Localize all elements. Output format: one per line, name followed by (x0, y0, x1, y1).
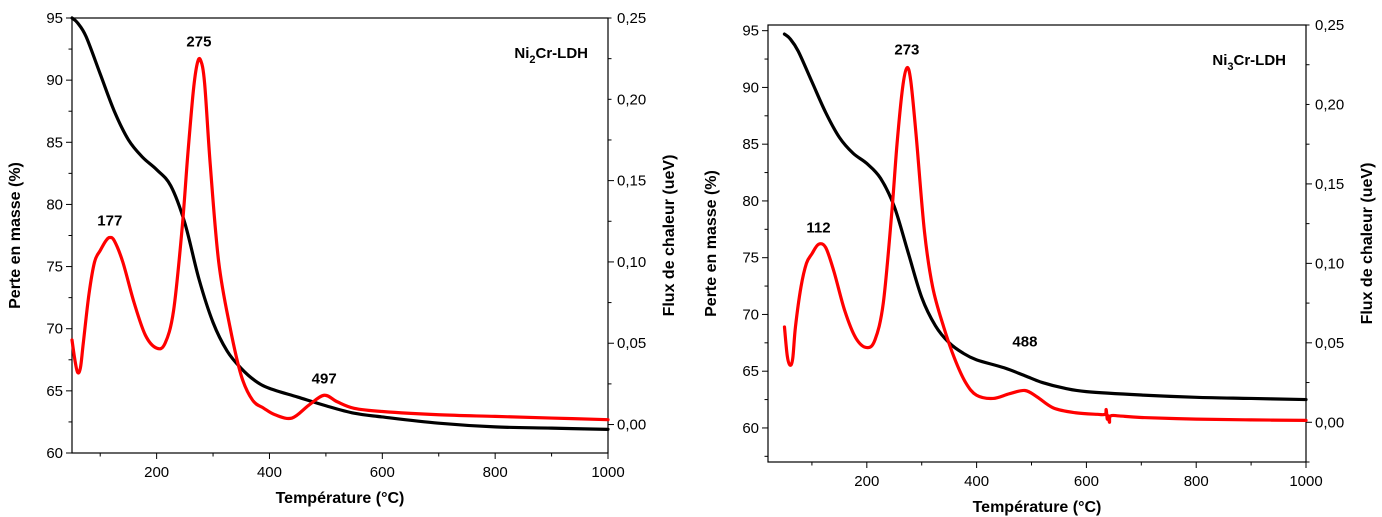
y-tick-label: 95 (46, 10, 63, 27)
y-tick-label: 75 (46, 259, 63, 276)
x-tick-label: 800 (483, 464, 508, 481)
plot-frame (71, 17, 609, 454)
x-tick-label: 600 (370, 464, 395, 481)
y-tick-label: 80 (46, 196, 63, 213)
plot-frame (767, 24, 1307, 463)
y2-tick-label: 0,25 (1315, 17, 1344, 34)
x-tick-label: 600 (1074, 473, 1099, 490)
y2-tick-label: 0,25 (617, 10, 646, 27)
x-tick-label: 200 (854, 473, 879, 490)
x-axis-label: Température (°C) (276, 490, 405, 507)
y2-tick-label: 0,20 (617, 91, 646, 108)
heat-flow-series-line (782, 66, 1308, 424)
y-tick-label: 60 (742, 420, 759, 437)
y-tick-label: 85 (46, 134, 63, 151)
peak-annotation: 275 (186, 34, 211, 51)
y-axis-label: Perte en masse (%) (703, 170, 720, 317)
y-axis-label: Perte en masse (%) (7, 162, 24, 309)
y-tick-label: 90 (46, 72, 63, 89)
peak-annotation: 497 (312, 370, 337, 387)
x-tick-label: 200 (144, 464, 169, 481)
y-tick-label: 70 (742, 306, 759, 323)
heat-flow-series-line (70, 56, 610, 422)
mass-loss-series-line (782, 32, 1308, 402)
y-tick-label: 70 (46, 321, 63, 338)
chart-title: Ni3Cr-LDH (1212, 52, 1286, 73)
x-tick-label: 800 (1184, 473, 1209, 490)
y2-tick-label: 0,00 (1315, 414, 1344, 431)
chart-1: 200 400 600 800 1000 60 65 70 75 80 85 90 95 0,00 0,05… (7, 10, 678, 507)
y-tick-label: 85 (742, 136, 759, 153)
y2-tick-label: 0,05 (617, 335, 646, 352)
peak-annotation: 488 (1012, 334, 1037, 351)
y2-axis-label: Flux de chaleur (ueV) (661, 155, 678, 317)
peak-annotation: 177 (97, 213, 122, 230)
y-tick-label: 65 (742, 363, 759, 380)
chart-title: Ni2Cr-LDH (514, 45, 588, 66)
y2-tick-label: 0,05 (1315, 335, 1344, 352)
y-tick-label: 95 (742, 23, 759, 40)
y2-axis-label: Flux de chaleur (ueV) (1359, 163, 1376, 325)
mass-loss-series-line (70, 16, 610, 431)
peak-annotation: 112 (806, 219, 830, 236)
x-axis-label: Température (°C) (973, 499, 1102, 516)
y2-tick-label: 0,00 (617, 417, 646, 434)
x-tick-label: 1000 (1289, 473, 1322, 490)
y2-tick-label: 0,20 (1315, 96, 1344, 113)
peak-annotation: 273 (894, 41, 919, 58)
x-tick-label: 1000 (591, 464, 624, 481)
y2-tick-label: 0,10 (617, 254, 646, 271)
y2-tick-label: 0,15 (1315, 176, 1344, 193)
y-tick-label: 65 (46, 383, 63, 400)
y-tick-label: 60 (46, 445, 63, 462)
y-tick-label: 75 (742, 250, 759, 267)
y-tick-label: 80 (742, 193, 759, 210)
x-tick-label: 400 (257, 464, 282, 481)
y2-tick-label: 0,15 (617, 173, 646, 190)
y-tick-label: 90 (742, 79, 759, 96)
x-tick-label: 400 (964, 473, 989, 490)
y2-tick-label: 0,10 (1315, 255, 1344, 272)
chart-2: 200 400 600 800 1000 60 65 70 75 80 85 90 95 0,00 0,05… (703, 17, 1376, 516)
